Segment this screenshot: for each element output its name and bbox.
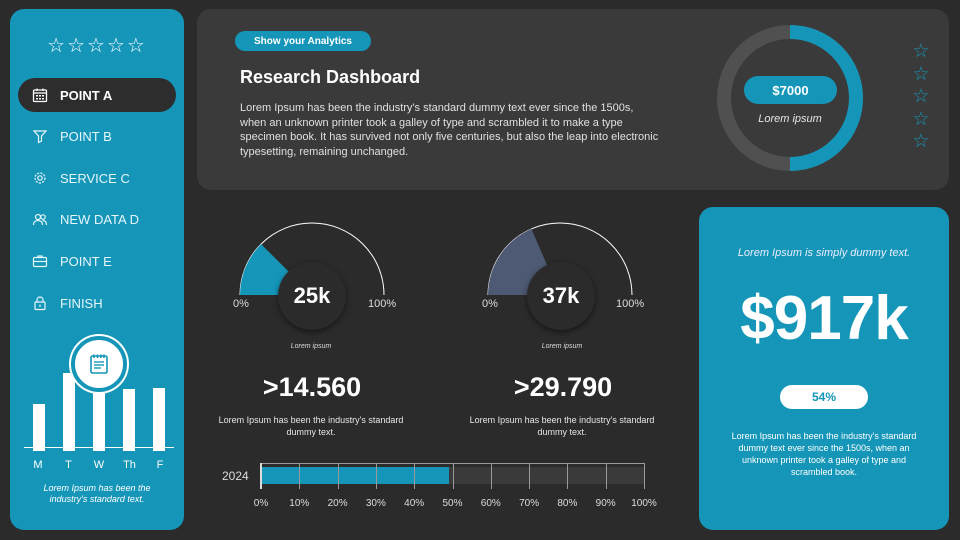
mini-chart-day-label: M [33, 459, 43, 471]
gauge-max-label: 100% [616, 298, 645, 310]
progress-tick-label: 60% [480, 498, 501, 509]
star-icon: ☆ [912, 108, 930, 130]
sidebar: ☆☆☆☆☆ POINT A POINT B SERVICE C NEW DATA… [10, 9, 184, 530]
sidebar-item-label: NEW DATA D [60, 211, 139, 227]
progress-tick-label: 70% [519, 498, 540, 509]
mini-chart-bar [33, 403, 45, 451]
sidebar-item-label: POINT B [60, 128, 112, 144]
progress-start-marker [260, 463, 262, 489]
mini-chart-baseline [24, 447, 174, 448]
progress-tick [375, 463, 377, 489]
sidebar-item-new-data-d[interactable]: NEW DATA D [18, 202, 176, 236]
sidebar-item-point-b[interactable]: POINT B [18, 119, 176, 153]
stat-description-1: Lorem Ipsum has been the industry's stan… [218, 415, 404, 437]
progress-tick-label: 40% [404, 498, 425, 509]
progress-tick [490, 463, 492, 489]
progress-tick-label: 50% [442, 498, 463, 509]
gauge-max-label: 100% [368, 298, 397, 310]
research-panel: Show your Analytics Research Dashboard L… [197, 9, 949, 190]
gauge-min-label: 0% [482, 298, 498, 310]
donut-label: Lorem ipsum [758, 113, 822, 125]
progress-tick [644, 463, 645, 489]
users-icon [32, 211, 48, 227]
donut-value-arc [789, 25, 863, 171]
progress-tick-label: 0% [253, 498, 269, 509]
notepad-icon [71, 336, 127, 392]
star-icon: ☆ [912, 41, 930, 62]
summary-card: Lorem Ipsum is simply dummy text. $917k … [699, 207, 949, 530]
progress-tick-label: 90% [595, 498, 616, 509]
gauge-min-label: 0% [233, 298, 249, 310]
stat-description-2: Lorem Ipsum has been the industry's stan… [469, 415, 655, 437]
mini-chart-bar [153, 388, 165, 451]
mini-chart-day-label: F [156, 459, 164, 471]
sidebar-item-label: SERVICE C [60, 170, 130, 186]
mini-chart-bar [123, 389, 135, 451]
progress-tick [529, 463, 531, 489]
card-big-value: $917k [740, 284, 908, 353]
progress-tick-label: 10% [289, 498, 310, 509]
progress-tick-label: 30% [365, 498, 386, 509]
calendar-icon [32, 87, 48, 103]
card-subtitle: Lorem Ipsum is simply dummy text. [737, 247, 911, 259]
panel-description: Lorem Ipsum has been the industry's stan… [240, 102, 659, 158]
mini-chart-day-label: W [93, 459, 105, 471]
mini-chart-day-label: T [65, 459, 72, 471]
progress-tick [337, 463, 339, 489]
briefcase-icon [32, 253, 48, 269]
progress-fill [261, 467, 449, 484]
sidebar-item-point-a[interactable]: POINT A [18, 78, 176, 112]
sidebar-item-point-e[interactable]: POINT E [18, 244, 176, 278]
progress-year-label: 2024 [222, 469, 249, 483]
card-percent-badge: 54% [780, 385, 868, 409]
progress-tick [452, 463, 454, 489]
mini-chart-labels: M T W Th F [24, 459, 174, 471]
star-icon: ☆ [912, 131, 930, 152]
lock-icon [32, 295, 48, 311]
sidebar-item-service-c[interactable]: SERVICE C [18, 161, 176, 195]
star-icon: ☆ [912, 86, 930, 107]
progress-tick-label: 20% [327, 498, 348, 509]
side-rating-stars: ☆ ☆ ☆ ☆ ☆ [912, 41, 930, 152]
mini-chart-day-label: Th [123, 459, 136, 471]
progress-tick [414, 463, 416, 489]
sidebar-footer-text: Lorem Ipsum has been the industry's stan… [43, 483, 151, 504]
analytics-tag-button[interactable]: Show your Analytics [235, 31, 371, 51]
sidebar-item-label: FINISH [60, 295, 103, 311]
sidebar-item-label: POINT A [60, 87, 113, 103]
funnel-icon [32, 128, 48, 144]
gauge-value-1: 25k [278, 262, 346, 330]
donut-chart [717, 25, 863, 171]
progress-tick-label: 80% [557, 498, 578, 509]
progress-tick [299, 463, 301, 489]
progress-tick [567, 463, 569, 489]
stat-value-1: >14.560 [262, 372, 362, 402]
gauge-caption: Lorem ipsum [541, 343, 583, 350]
progress-tick [605, 463, 607, 489]
star-icon: ☆ [912, 63, 930, 85]
rating-stars: ☆☆☆☆☆ [47, 35, 147, 57]
sidebar-item-finish[interactable]: FINISH [18, 286, 176, 320]
page-title: Research Dashboard [240, 67, 421, 87]
mini-chart-bar [63, 372, 75, 451]
card-description: Lorem Ipsum has been the industry's stan… [731, 431, 917, 477]
gear-icon [32, 170, 48, 186]
donut-value-badge: $7000 [744, 76, 837, 104]
gauge-caption: Lorem ipsum [290, 343, 332, 350]
gauge-value-2: 37k [527, 262, 595, 330]
stat-value-2: >29.790 [513, 372, 613, 402]
progress-tick-label: 100% [631, 498, 657, 509]
sidebar-item-label: POINT E [60, 253, 112, 269]
